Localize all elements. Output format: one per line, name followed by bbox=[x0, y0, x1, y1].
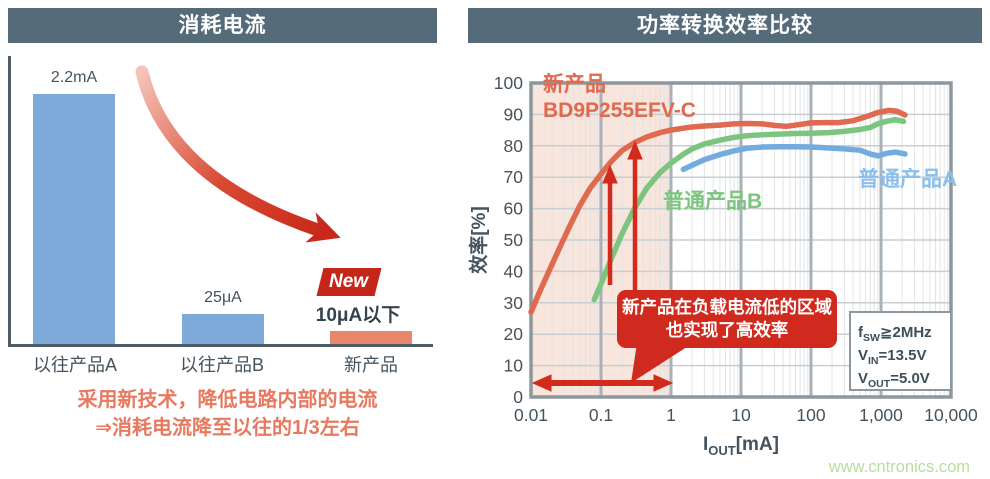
bar-value-new-product: 10μA以下 bbox=[315, 305, 401, 326]
category-label-new: 新产品 bbox=[344, 355, 398, 375]
bar-previous-product-b bbox=[182, 314, 264, 344]
left-panel-title: 消耗电流 bbox=[8, 8, 437, 43]
x-tick-label: 100 bbox=[796, 405, 825, 425]
bar-previous-product-a bbox=[33, 94, 115, 344]
x-tick-label: 10 bbox=[731, 405, 751, 425]
series-label-new-line2: BD9P255EFV-C bbox=[543, 99, 696, 122]
y-tick-label: 90 bbox=[504, 104, 524, 124]
condition-vout: VOUT=5.0V bbox=[858, 370, 930, 390]
plot-frame bbox=[529, 81, 953, 399]
y-tick-label: 100 bbox=[494, 73, 523, 93]
series-label-product-b: 普通产品B bbox=[663, 189, 762, 213]
y-tick-label: 30 bbox=[504, 293, 524, 313]
category-label-b: 以往产品B bbox=[179, 355, 264, 375]
x-tick-label: 10,000 bbox=[924, 405, 978, 425]
series-label-product-a: 普通产品A bbox=[858, 167, 957, 191]
x-tick-label: 1 bbox=[666, 405, 676, 425]
footnote-line-2: ⇒消耗电流降至以往的1/3左右 bbox=[95, 417, 360, 439]
y-tick-label: 70 bbox=[504, 167, 524, 187]
annotation-line-1: 新产品在负载电流低的区域 bbox=[622, 297, 832, 317]
conditions-box: fSW≧2MHz VIN=13.5V VOUT=5.0V bbox=[849, 311, 952, 391]
annotation-line-2: 也实现了高效率 bbox=[666, 320, 789, 340]
condition-vin: VIN=13.5V bbox=[858, 347, 926, 367]
left-footnote: 采用新技术，降低电路内部的电流 ⇒消耗电流降至以往的1/3左右 bbox=[0, 386, 455, 442]
y-tick-label: 0 bbox=[513, 387, 523, 407]
curve-series-0 bbox=[528, 107, 908, 315]
y-axis-title: 效率[%] bbox=[467, 206, 490, 274]
x-tick-label: 0.1 bbox=[589, 405, 613, 425]
category-label-a: 以往产品A bbox=[32, 355, 117, 375]
y-tick-label: 40 bbox=[504, 261, 524, 281]
x-tick-label: 0.01 bbox=[514, 405, 548, 425]
left-chart-x-axis-line bbox=[8, 344, 433, 347]
x-tick-label: 1,000 bbox=[859, 405, 903, 425]
series-label-new-line1: 新产品 bbox=[543, 72, 606, 96]
y-tick-label: 80 bbox=[504, 136, 524, 156]
curve-series-2 bbox=[680, 143, 908, 173]
footnote-line-1: 采用新技术，降低电路内部的电流 bbox=[77, 389, 378, 411]
left-chart-y-axis-line bbox=[8, 56, 11, 347]
watermark: www.cntronics.com bbox=[828, 458, 970, 476]
low-load-range-arrow bbox=[531, 374, 674, 392]
x-axis-title: IOUT[mA] bbox=[703, 434, 779, 458]
efficiency-chart: 新产品在负载电流低的区域 也实现了高效率 fSW≧2MHz VIN=13.5V … bbox=[467, 72, 978, 476]
y-tick-label: 60 bbox=[504, 199, 524, 219]
y-tick-label: 10 bbox=[504, 356, 524, 376]
condition-fsw: fSW≧2MHz bbox=[858, 324, 932, 344]
decrease-arrow-graphic bbox=[135, 65, 341, 243]
efficiency-gain-arrows bbox=[602, 140, 643, 303]
bar-new-product bbox=[330, 331, 412, 344]
annotation-bubble: 新产品在负载电流低的区域 也实现了高效率 bbox=[617, 290, 837, 383]
bar-value-b: 25μA bbox=[204, 289, 242, 306]
axis-tick-labels: 0 10 20 30 40 50 60 70 80 90 100 0.01 0.1 1 10 100 1,000… bbox=[494, 73, 978, 425]
y-tick-label: 20 bbox=[504, 324, 524, 344]
bar-value-a: 2.2mA bbox=[50, 69, 98, 86]
right-panel-title: 功率转换效率比较 bbox=[468, 8, 982, 43]
decrease-arrow-icon bbox=[135, 65, 341, 243]
y-tick-label: 50 bbox=[504, 230, 524, 250]
